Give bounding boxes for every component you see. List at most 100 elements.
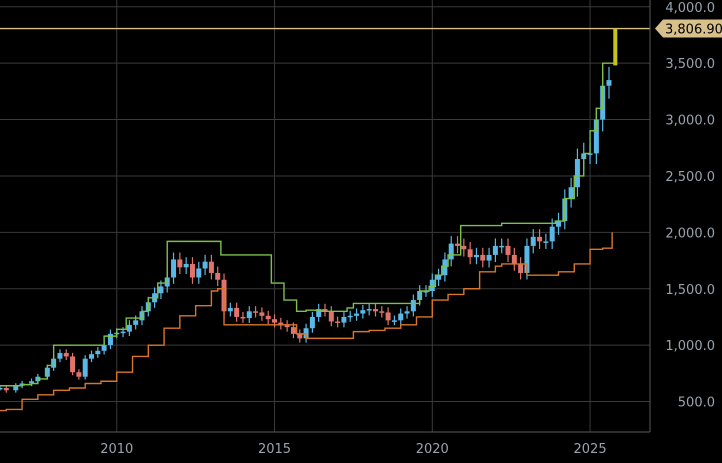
price-bar: [555, 221, 561, 227]
price-bar: [606, 80, 612, 86]
y-axis: 500.0 1,000.0 1,500.0 2,000.0 2,500.0 3,000.0…: [649, 0, 715, 432]
price-bar: [89, 354, 95, 359]
price-bar: [189, 263, 195, 278]
price-bar: [505, 245, 511, 255]
price-bar: [499, 245, 505, 248]
price-bar: [568, 187, 574, 199]
y-tick-label: 3,000.0: [665, 114, 715, 129]
price-bar: [284, 324, 290, 328]
price-bar: [335, 321, 341, 323]
x-tick-label: 2015: [258, 442, 291, 457]
price-bar: [208, 261, 214, 273]
price-bar: [290, 327, 296, 334]
price-bar: [404, 311, 410, 314]
price-bar: [385, 312, 391, 321]
price-bar: [423, 291, 429, 293]
price-bar: [360, 310, 366, 314]
price-bar: [240, 316, 246, 319]
price-bar: [328, 311, 334, 322]
price-bar: [171, 259, 177, 278]
price-bar: [234, 307, 240, 317]
x-tick-label: 2020: [416, 442, 449, 457]
price-bar: [480, 254, 486, 261]
y-tick-label: 1,500.0: [665, 283, 715, 298]
price-tag-background: [655, 19, 722, 38]
gridlines: [0, 0, 650, 432]
y-tick-label: 2,000.0: [665, 226, 715, 241]
price-bar: [107, 333, 113, 346]
price-bar: [126, 324, 132, 332]
price-bar: [347, 315, 353, 318]
lower-channel-line: [0, 232, 613, 412]
price-bar: [473, 254, 479, 258]
price-bar: [410, 300, 416, 312]
price-bar: [196, 268, 202, 278]
price-bar: [227, 307, 233, 312]
y-tick-label: 3,500.0: [665, 57, 715, 72]
price-bar: [379, 311, 385, 313]
price-bar: [309, 316, 315, 329]
x-tick-label: 2010: [100, 442, 133, 457]
price-bar: [57, 353, 63, 359]
price-bar: [574, 159, 580, 188]
price-bar: [511, 254, 517, 264]
price-bar: [436, 275, 442, 280]
price-bar: [202, 261, 208, 269]
price-bar: [398, 313, 404, 321]
price-bar: [246, 311, 252, 319]
price-bar: [524, 245, 530, 273]
price-bar: [133, 320, 139, 325]
x-tick-label: 2025: [574, 442, 607, 457]
price-bar: [461, 245, 467, 250]
price-bar: [95, 350, 101, 355]
price-bar: [120, 331, 126, 334]
price-bar: [63, 353, 69, 357]
price-bar: [537, 236, 543, 242]
x-axis: 2010 2015 2020 2025: [0, 431, 650, 457]
price-bars: [0, 66, 612, 393]
price-bar: [265, 315, 271, 320]
price-bar: [518, 263, 524, 273]
price-bar: [215, 272, 221, 280]
price-bar: [322, 309, 328, 312]
price-bar: [158, 286, 164, 294]
price-bar: [101, 345, 107, 351]
y-tick-label: 4,000.0: [665, 1, 715, 16]
price-bar: [0, 388, 3, 390]
price-bar: [442, 259, 448, 276]
price-bar: [372, 309, 378, 312]
price-bar: [455, 243, 461, 246]
y-tick-label: 2,500.0: [665, 170, 715, 185]
price-bar: [530, 236, 536, 246]
price-bar: [316, 309, 322, 317]
last-price-tag: 3,806.90: [655, 19, 722, 38]
price-bar: [341, 316, 347, 323]
upper-channel-line: [0, 28, 616, 387]
price-bar: [253, 311, 259, 313]
price-bar: [272, 319, 278, 323]
price-bar: [549, 226, 555, 242]
price-bar: [3, 388, 9, 391]
price-tag-label: 3,806.90: [665, 23, 722, 38]
price-bar: [429, 279, 435, 292]
price-bar: [593, 119, 599, 154]
price-bar: [391, 320, 397, 322]
price-bar: [543, 241, 549, 243]
price-bar: [183, 263, 189, 268]
price-bar: [587, 153, 593, 155]
price-bar: [82, 358, 88, 377]
price-bar: [354, 313, 360, 316]
price-bar: [366, 309, 372, 311]
price-bar: [467, 249, 473, 258]
price-bar: [278, 322, 284, 325]
y-tick-label: 1,000.0: [665, 339, 715, 354]
price-bar: [448, 243, 454, 260]
price-bar: [297, 333, 303, 339]
price-bar: [259, 312, 265, 316]
price-bar: [486, 254, 492, 261]
price-bar: [29, 381, 35, 384]
price-bar: [177, 259, 183, 268]
y-tick-label: 500.0: [678, 396, 715, 411]
price-bar: [13, 385, 19, 391]
